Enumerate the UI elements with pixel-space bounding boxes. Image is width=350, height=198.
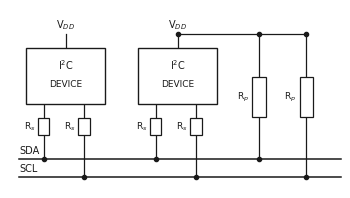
Bar <box>38 118 49 135</box>
Text: R$_p$: R$_p$ <box>284 90 296 104</box>
Bar <box>78 118 90 135</box>
Bar <box>190 118 202 135</box>
Bar <box>150 118 161 135</box>
Text: DEVICE: DEVICE <box>49 80 82 89</box>
Text: SCL: SCL <box>19 164 38 174</box>
Text: R$_s$: R$_s$ <box>64 120 76 133</box>
Text: I$^2$C: I$^2$C <box>58 58 74 72</box>
Bar <box>138 48 217 104</box>
Text: V$_{DD}$: V$_{DD}$ <box>168 18 187 32</box>
Text: DEVICE: DEVICE <box>161 80 194 89</box>
Text: R$_s$: R$_s$ <box>176 120 188 133</box>
Bar <box>300 77 313 117</box>
Text: R$_p$: R$_p$ <box>237 90 249 104</box>
Text: V$_{DD}$: V$_{DD}$ <box>56 18 75 32</box>
Text: I$^2$C: I$^2$C <box>170 58 186 72</box>
Text: R$_s$: R$_s$ <box>136 120 147 133</box>
Bar <box>26 48 105 104</box>
Text: SDA: SDA <box>19 146 40 156</box>
Text: R$_s$: R$_s$ <box>24 120 35 133</box>
Bar <box>252 77 266 117</box>
